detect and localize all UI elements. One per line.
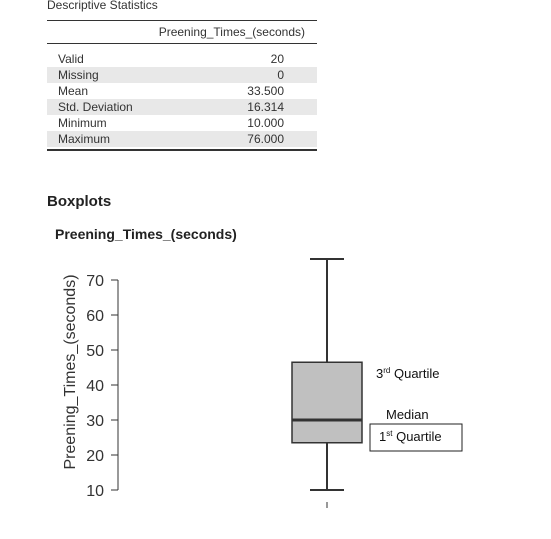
table-row: Missing 0 <box>47 67 317 83</box>
row-label: Valid <box>58 52 84 66</box>
y-tick-label: 30 <box>86 413 104 430</box>
row-value: 16.314 <box>247 100 284 114</box>
boxplots-section-title: Boxplots <box>47 193 112 210</box>
descriptive-statistics-table: Preening_Times_(seconds) Valid 20 Missin… <box>47 20 317 151</box>
y-tick-label: 70 <box>86 273 104 290</box>
table-header: Preening_Times_(seconds) <box>47 20 317 44</box>
first-quartile-annotation: 1st Quartile <box>379 429 442 444</box>
table-body: Valid 20 Missing 0 Mean 33.500 Std. Devi… <box>47 51 317 151</box>
descriptive-statistics-title: Descriptive Statistics <box>47 0 158 12</box>
row-label: Minimum <box>58 116 107 130</box>
first-quartile-number: 1 <box>379 429 386 444</box>
table-row: Maximum 76.000 <box>47 131 317 147</box>
iqr-box <box>291 361 363 444</box>
y-axis: 10 20 30 40 50 60 70 <box>86 273 119 500</box>
table-row: Mean 33.500 <box>47 83 317 99</box>
third-quartile-label: Quartile <box>390 366 439 381</box>
y-tick-label: 60 <box>86 308 104 325</box>
row-value: 33.500 <box>247 84 284 98</box>
row-value: 20 <box>270 52 284 66</box>
row-value: 10.000 <box>247 116 284 130</box>
median-annotation: Median <box>386 407 429 422</box>
y-tick-label: 50 <box>86 343 104 360</box>
y-axis-label: Preening_Times_(seconds) <box>62 274 79 469</box>
y-tick-label: 10 <box>86 483 104 500</box>
plot-title: Preening_Times_(seconds) <box>55 226 237 242</box>
column-header: Preening_Times_(seconds) <box>158 25 305 39</box>
table-row: Std. Deviation 16.314 <box>47 99 317 115</box>
y-tick-label: 40 <box>86 378 104 395</box>
row-label: Std. Deviation <box>58 100 133 114</box>
boxplot <box>291 258 363 508</box>
first-quartile-label: Quartile <box>392 429 441 444</box>
row-label: Maximum <box>58 132 111 146</box>
row-label: Missing <box>58 68 99 82</box>
row-value: 76.000 <box>247 132 284 146</box>
first-quartile-ordinal: st <box>386 429 393 438</box>
third-quartile-number: 3 <box>376 366 383 381</box>
y-tick-label: 20 <box>86 448 104 465</box>
third-quartile-ordinal: rd <box>383 366 390 375</box>
first-quartile-annotation-box <box>369 423 463 452</box>
third-quartile-annotation: 3rd Quartile <box>376 366 440 381</box>
table-row: Valid 20 <box>47 51 317 67</box>
table-row: Minimum 10.000 <box>47 115 317 131</box>
row-label: Mean <box>58 84 89 98</box>
row-value: 0 <box>277 68 284 82</box>
